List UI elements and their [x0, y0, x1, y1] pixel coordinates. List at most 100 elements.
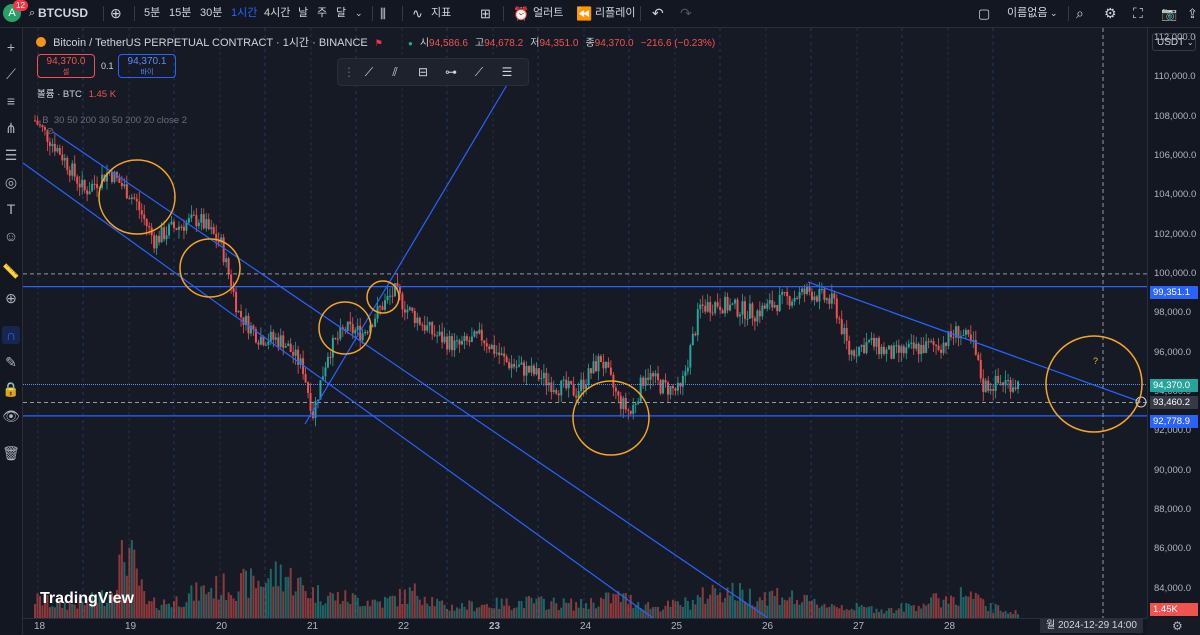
- interval-week[interactable]: 주: [317, 7, 328, 19]
- interval-day[interactable]: 날: [298, 7, 309, 19]
- volume-bar: [1004, 610, 1007, 618]
- date-range-icon[interactable]: ⊟: [417, 65, 429, 79]
- undo-icon[interactable]: ↶: [652, 5, 664, 21]
- alarm-icon[interactable]: ⏰: [513, 6, 530, 21]
- trash-icon[interactable]: 🗑: [2, 445, 20, 461]
- candle-body: [495, 352, 498, 354]
- gear-icon[interactable]: ⚙: [1104, 5, 1117, 21]
- crosshair-icon[interactable]: +: [6, 39, 16, 55]
- quick-search-icon[interactable]: ⌕: [1076, 5, 1084, 21]
- interval-4h[interactable]: 4시간: [264, 7, 291, 19]
- text-icon[interactable]: T: [6, 201, 16, 217]
- trend-line-icon[interactable]: ⟋: [6, 66, 16, 82]
- volume-bar: [103, 605, 106, 618]
- volume-bar: [493, 608, 496, 618]
- volume-bar: [644, 604, 647, 618]
- drag-handle-icon[interactable]: ⋮: [343, 65, 355, 79]
- candle-body: [177, 226, 180, 230]
- volume-bar: [66, 609, 69, 618]
- interval-30m[interactable]: 30분: [200, 7, 223, 19]
- candle-body: [207, 219, 210, 230]
- volume-bar: [257, 580, 260, 618]
- pattern-icon[interactable]: ◎: [4, 174, 18, 190]
- horizontal-lines-icon[interactable]: ≡: [6, 93, 16, 109]
- volume-bar: [959, 587, 962, 618]
- volume-bar: [935, 593, 938, 618]
- candle-body: [1004, 380, 1007, 386]
- interval-month[interactable]: 달: [336, 7, 347, 19]
- volume-bar: [133, 549, 136, 618]
- ray-icon[interactable]: ⟋: [474, 65, 484, 79]
- volume-bar: [83, 605, 86, 618]
- eye-hidden-icon[interactable]: ⊘: [46, 126, 55, 137]
- volume-bar: [922, 603, 925, 618]
- ruler-icon[interactable]: 📏: [2, 263, 20, 279]
- candle-body: [870, 337, 873, 341]
- flag-icon[interactable]: ⚑: [374, 38, 383, 48]
- candle-body: [952, 337, 955, 339]
- candle-body: [78, 183, 81, 188]
- candle-body: [855, 355, 858, 357]
- candle-body: [912, 342, 915, 349]
- volume-bar: [545, 609, 548, 618]
- price-range-icon[interactable]: ⊶: [445, 65, 457, 79]
- fib-retracement-icon[interactable]: ☰: [501, 65, 513, 79]
- layout-name[interactable]: 이름없음: [1007, 7, 1048, 19]
- price-axis[interactable]: [1147, 28, 1200, 618]
- eye-icon[interactable]: 👁: [2, 408, 20, 424]
- volume-bar: [359, 606, 362, 618]
- volume-bar: [783, 599, 786, 618]
- pitchfork-icon[interactable]: ⋔: [5, 120, 17, 136]
- layout-grid-icon[interactable]: ⊞: [480, 6, 491, 21]
- search-icon[interactable]: ⌕: [29, 7, 36, 19]
- candle-body: [46, 129, 49, 142]
- volume-bar: [587, 609, 590, 618]
- volume-bar: [441, 600, 444, 618]
- indicators-button[interactable]: 지표: [431, 7, 452, 19]
- camera-icon[interactable]: 📷: [1161, 6, 1178, 21]
- symbol-name[interactable]: BTCUSD: [38, 6, 88, 20]
- candle-body: [833, 293, 836, 299]
- magnet-icon[interactable]: ∩: [2, 326, 20, 344]
- trend-line-tool-icon[interactable]: ⟋: [364, 65, 374, 79]
- replay-icon[interactable]: ⏪: [576, 6, 593, 21]
- replay-button[interactable]: 리플레이: [595, 7, 636, 19]
- lock-icon[interactable]: 🔒: [2, 381, 20, 397]
- interval-15m[interactable]: 15분: [169, 7, 192, 19]
- volume-bar: [612, 593, 615, 618]
- volume-bar: [78, 597, 81, 618]
- time-axis[interactable]: [23, 618, 1147, 635]
- candle-body: [505, 356, 508, 362]
- chevron-down-icon[interactable]: ⌄: [355, 8, 363, 18]
- volume-bar: [731, 582, 734, 618]
- cursor-date-label: 월 2024-12-29 14:00: [1040, 619, 1143, 633]
- emoji-icon[interactable]: ☺: [3, 228, 19, 244]
- redo-icon[interactable]: ↷: [680, 5, 692, 21]
- layout-icon[interactable]: ▢: [978, 6, 991, 21]
- currency-selector[interactable]: USDT ⌄: [1152, 33, 1196, 51]
- volume-bar: [604, 592, 607, 618]
- volume-bar: [269, 568, 272, 618]
- indicators-icon[interactable]: ∿: [412, 6, 423, 21]
- symbol-title[interactable]: Bitcoin / TetherUS PERPETUAL CONTRACT · …: [53, 37, 368, 49]
- alert-button[interactable]: 얼러트: [533, 7, 564, 19]
- buy-button[interactable]: 94,370.1 바이: [118, 54, 176, 78]
- share-icon[interactable]: ⇪: [1187, 6, 1198, 21]
- zoom-in-icon[interactable]: ⊕: [5, 290, 17, 306]
- fib-icon[interactable]: ☰: [4, 147, 18, 163]
- interval-5m[interactable]: 5분: [144, 7, 161, 19]
- sell-button[interactable]: 94,370.0 셀: [37, 54, 95, 78]
- volume-bar: [920, 608, 923, 618]
- add-symbol-icon[interactable]: ⊕: [110, 5, 122, 21]
- chevron-down-icon[interactable]: ⌄: [1050, 8, 1058, 18]
- settings-gear-icon[interactable]: ⚙: [1172, 619, 1183, 633]
- fullscreen-icon[interactable]: ⛶: [1133, 5, 1143, 21]
- parallel-channel-icon[interactable]: ⫽: [392, 65, 398, 79]
- volume-bar: [704, 603, 707, 618]
- candle-body: [994, 375, 997, 391]
- price-chart[interactable]: ?: [23, 28, 1147, 618]
- volume-bar: [63, 602, 66, 618]
- candle-type-icon[interactable]: ⫼: [380, 6, 386, 21]
- interval-1h[interactable]: 1시간: [231, 7, 258, 19]
- pencil-lock-icon[interactable]: ✎: [5, 354, 17, 370]
